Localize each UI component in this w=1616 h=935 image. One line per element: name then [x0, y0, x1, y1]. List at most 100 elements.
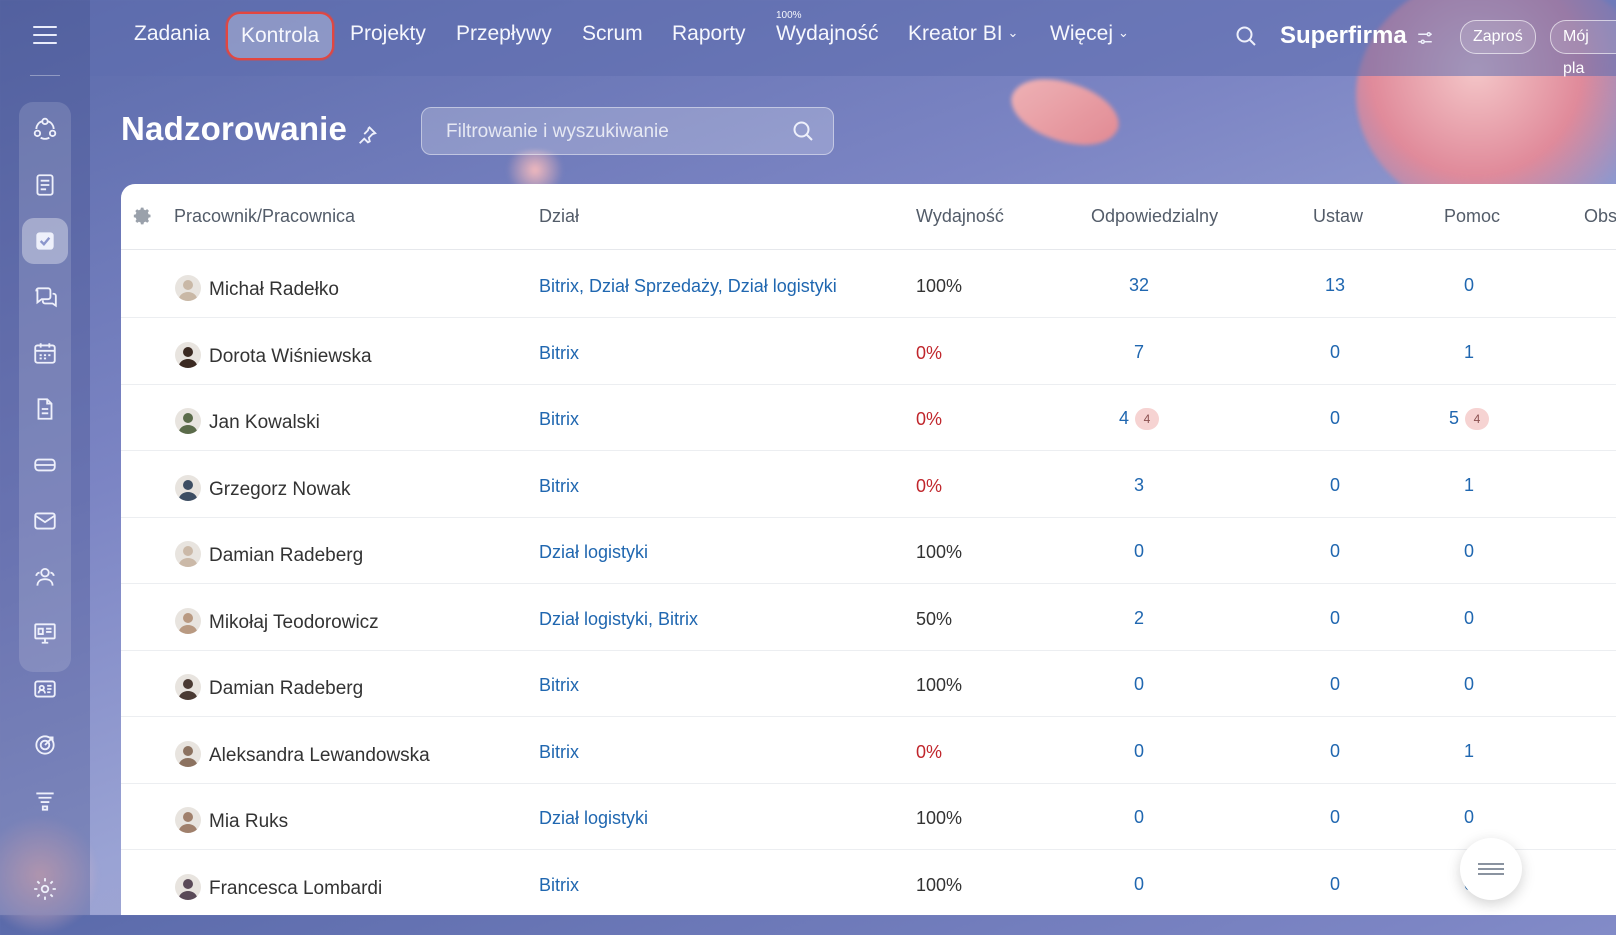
- table-row[interactable]: Aleksandra Lewandowska Bitrix 0% 0 0 1: [121, 717, 1616, 784]
- nav-item-scrum[interactable]: Scrum: [582, 22, 643, 45]
- filter-search-box[interactable]: [421, 107, 834, 156]
- department-link[interactable]: Dział logistyki: [539, 808, 649, 828]
- goals-icon[interactable]: [22, 722, 68, 768]
- set-count[interactable]: 0: [1329, 341, 1340, 362]
- table-row[interactable]: Damian Radeberg Bitrix 100% 0 0 0: [121, 650, 1616, 717]
- responsible-count[interactable]: 2: [1109, 608, 1169, 629]
- set-count[interactable]: 0: [1329, 873, 1340, 894]
- responsible-count[interactable]: 0: [1109, 807, 1169, 828]
- employee-name[interactable]: Damian Radeberg: [209, 545, 364, 566]
- employee-name[interactable]: Aleksandra Lewandowska: [209, 744, 430, 766]
- set-count[interactable]: 0: [1329, 807, 1340, 827]
- department-link[interactable]: Bitrix: [539, 342, 579, 363]
- invite-button[interactable]: Zaproś: [1460, 20, 1536, 54]
- department-link[interactable]: Bitrix: [539, 874, 579, 895]
- department-link[interactable]: Bitrix: [539, 475, 579, 496]
- table-row[interactable]: Michał Radełko Bitrix, Dział Sprzedaży, D…: [121, 251, 1616, 318]
- help-count[interactable]: 1: [1439, 741, 1499, 762]
- department-link[interactable]: Bitrix, Dział Sprzedaży, Dział logistyki: [539, 276, 837, 296]
- nav-item-wydajnosc[interactable]: Wydajność: [776, 22, 879, 45]
- nav-item-projekty[interactable]: Projekty: [350, 22, 426, 45]
- menu-icon[interactable]: [33, 26, 57, 46]
- nav-item-kreator-bi[interactable]: Kreator BI ⌄: [908, 22, 1018, 46]
- chat-icon[interactable]: [22, 274, 68, 320]
- funnel-icon[interactable]: [22, 778, 68, 824]
- responsible-count[interactable]: 0: [1109, 874, 1169, 895]
- mail-icon[interactable]: [22, 498, 68, 544]
- column-header-responsible[interactable]: Odpowiedzialny: [1091, 206, 1219, 226]
- responsible-count[interactable]: 0: [1109, 674, 1169, 695]
- contacts-icon[interactable]: [22, 554, 68, 600]
- avatar[interactable]: [175, 674, 201, 700]
- table-row[interactable]: Damian Radeberg Dział logistyki 100% 0 0 0: [121, 517, 1616, 584]
- department-link[interactable]: Bitrix: [539, 409, 579, 429]
- list-menu-button[interactable]: [1460, 838, 1522, 900]
- pin-icon[interactable]: [356, 124, 378, 146]
- table-row[interactable]: Mia Ruks Dział logistyki 100% 0 0 0: [121, 783, 1616, 850]
- sites-icon[interactable]: [22, 610, 68, 656]
- nav-item-raporty[interactable]: Raporty: [672, 22, 746, 45]
- calendar-icon[interactable]: [22, 330, 68, 376]
- feed-icon[interactable]: [22, 162, 68, 208]
- set-count[interactable]: 0: [1329, 674, 1340, 694]
- help-count[interactable]: 1: [1439, 475, 1499, 496]
- settings-icon[interactable]: [22, 866, 68, 912]
- employee-name[interactable]: Dorota Wiśniewska: [209, 345, 372, 367]
- employee-name[interactable]: Mia Ruks: [209, 811, 289, 832]
- set-count[interactable]: 0: [1329, 474, 1340, 495]
- employee-name[interactable]: Jan Kowalski: [209, 412, 320, 433]
- set-count[interactable]: 0: [1329, 740, 1340, 761]
- set-count[interactable]: 0: [1329, 607, 1340, 628]
- avatar[interactable]: [175, 607, 201, 634]
- avatar[interactable]: [175, 873, 201, 900]
- nav-item-przeplywy[interactable]: Przepływy: [456, 22, 552, 45]
- avatar[interactable]: [175, 807, 201, 833]
- search-icon[interactable]: [791, 119, 815, 143]
- employee-name[interactable]: Francesca Lombardi: [209, 877, 383, 899]
- column-header-employee[interactable]: Pracownik/Pracownica: [174, 206, 356, 226]
- responsible-count[interactable]: 7: [1109, 342, 1169, 363]
- nav-item-wiecej[interactable]: Więcej ⌄: [1050, 22, 1129, 46]
- drive-icon[interactable]: [22, 442, 68, 488]
- column-header-department[interactable]: Dział: [539, 206, 580, 226]
- company-name[interactable]: Superfirma: [1280, 22, 1407, 49]
- nav-item-kontrola[interactable]: Kontrola: [226, 12, 335, 60]
- column-header-help[interactable]: Pomoc: [1444, 206, 1501, 226]
- responsible-count[interactable]: 32: [1109, 275, 1169, 296]
- avatar[interactable]: [175, 541, 201, 567]
- help-count[interactable]: 0: [1439, 807, 1499, 828]
- avatar[interactable]: [175, 275, 201, 301]
- set-count[interactable]: 0: [1329, 541, 1340, 561]
- table-row[interactable]: Jan Kowalski Bitrix 0% 4 4 0 5 4: [121, 384, 1616, 451]
- avatar[interactable]: [175, 408, 201, 434]
- help-count[interactable]: 0: [1439, 674, 1499, 695]
- table-row[interactable]: Grzegorz Nowak Bitrix 0% 3 0 1: [121, 451, 1616, 518]
- employee-name[interactable]: Michał Radełko: [209, 279, 339, 300]
- responsible-count[interactable]: 3: [1109, 475, 1169, 496]
- hub-icon[interactable]: [22, 106, 68, 152]
- help-count[interactable]: 1: [1439, 342, 1499, 363]
- gear-icon[interactable]: [133, 206, 153, 226]
- table-row[interactable]: Dorota Wiśniewska Bitrix 0% 7 0 1: [121, 318, 1616, 385]
- set-count[interactable]: 0: [1329, 408, 1340, 428]
- table-row[interactable]: Mikołaj Teodorowicz Dział logistyki, Bitr…: [121, 584, 1616, 651]
- my-plan-button[interactable]: Mój pla: [1550, 20, 1616, 77]
- responsible-count[interactable]: 0: [1109, 741, 1169, 762]
- set-count[interactable]: 13: [1324, 275, 1346, 295]
- column-header-observer[interactable]: Obs: [1584, 206, 1616, 226]
- avatar[interactable]: [175, 740, 201, 767]
- help-count[interactable]: 0: [1439, 541, 1499, 562]
- department-link[interactable]: Dział logistyki, Bitrix: [539, 608, 699, 629]
- department-link[interactable]: Bitrix: [539, 675, 579, 695]
- documents-icon[interactable]: [22, 386, 68, 432]
- help-count[interactable]: 0: [1439, 275, 1499, 296]
- employee-name[interactable]: Mikołaj Teodorowicz: [209, 611, 379, 633]
- avatar[interactable]: [175, 474, 201, 501]
- tasks-icon[interactable]: [22, 218, 68, 264]
- department-link[interactable]: Dział logistyki: [539, 542, 649, 562]
- employee-name[interactable]: Damian Radeberg: [209, 678, 364, 699]
- search-icon[interactable]: [1234, 24, 1258, 48]
